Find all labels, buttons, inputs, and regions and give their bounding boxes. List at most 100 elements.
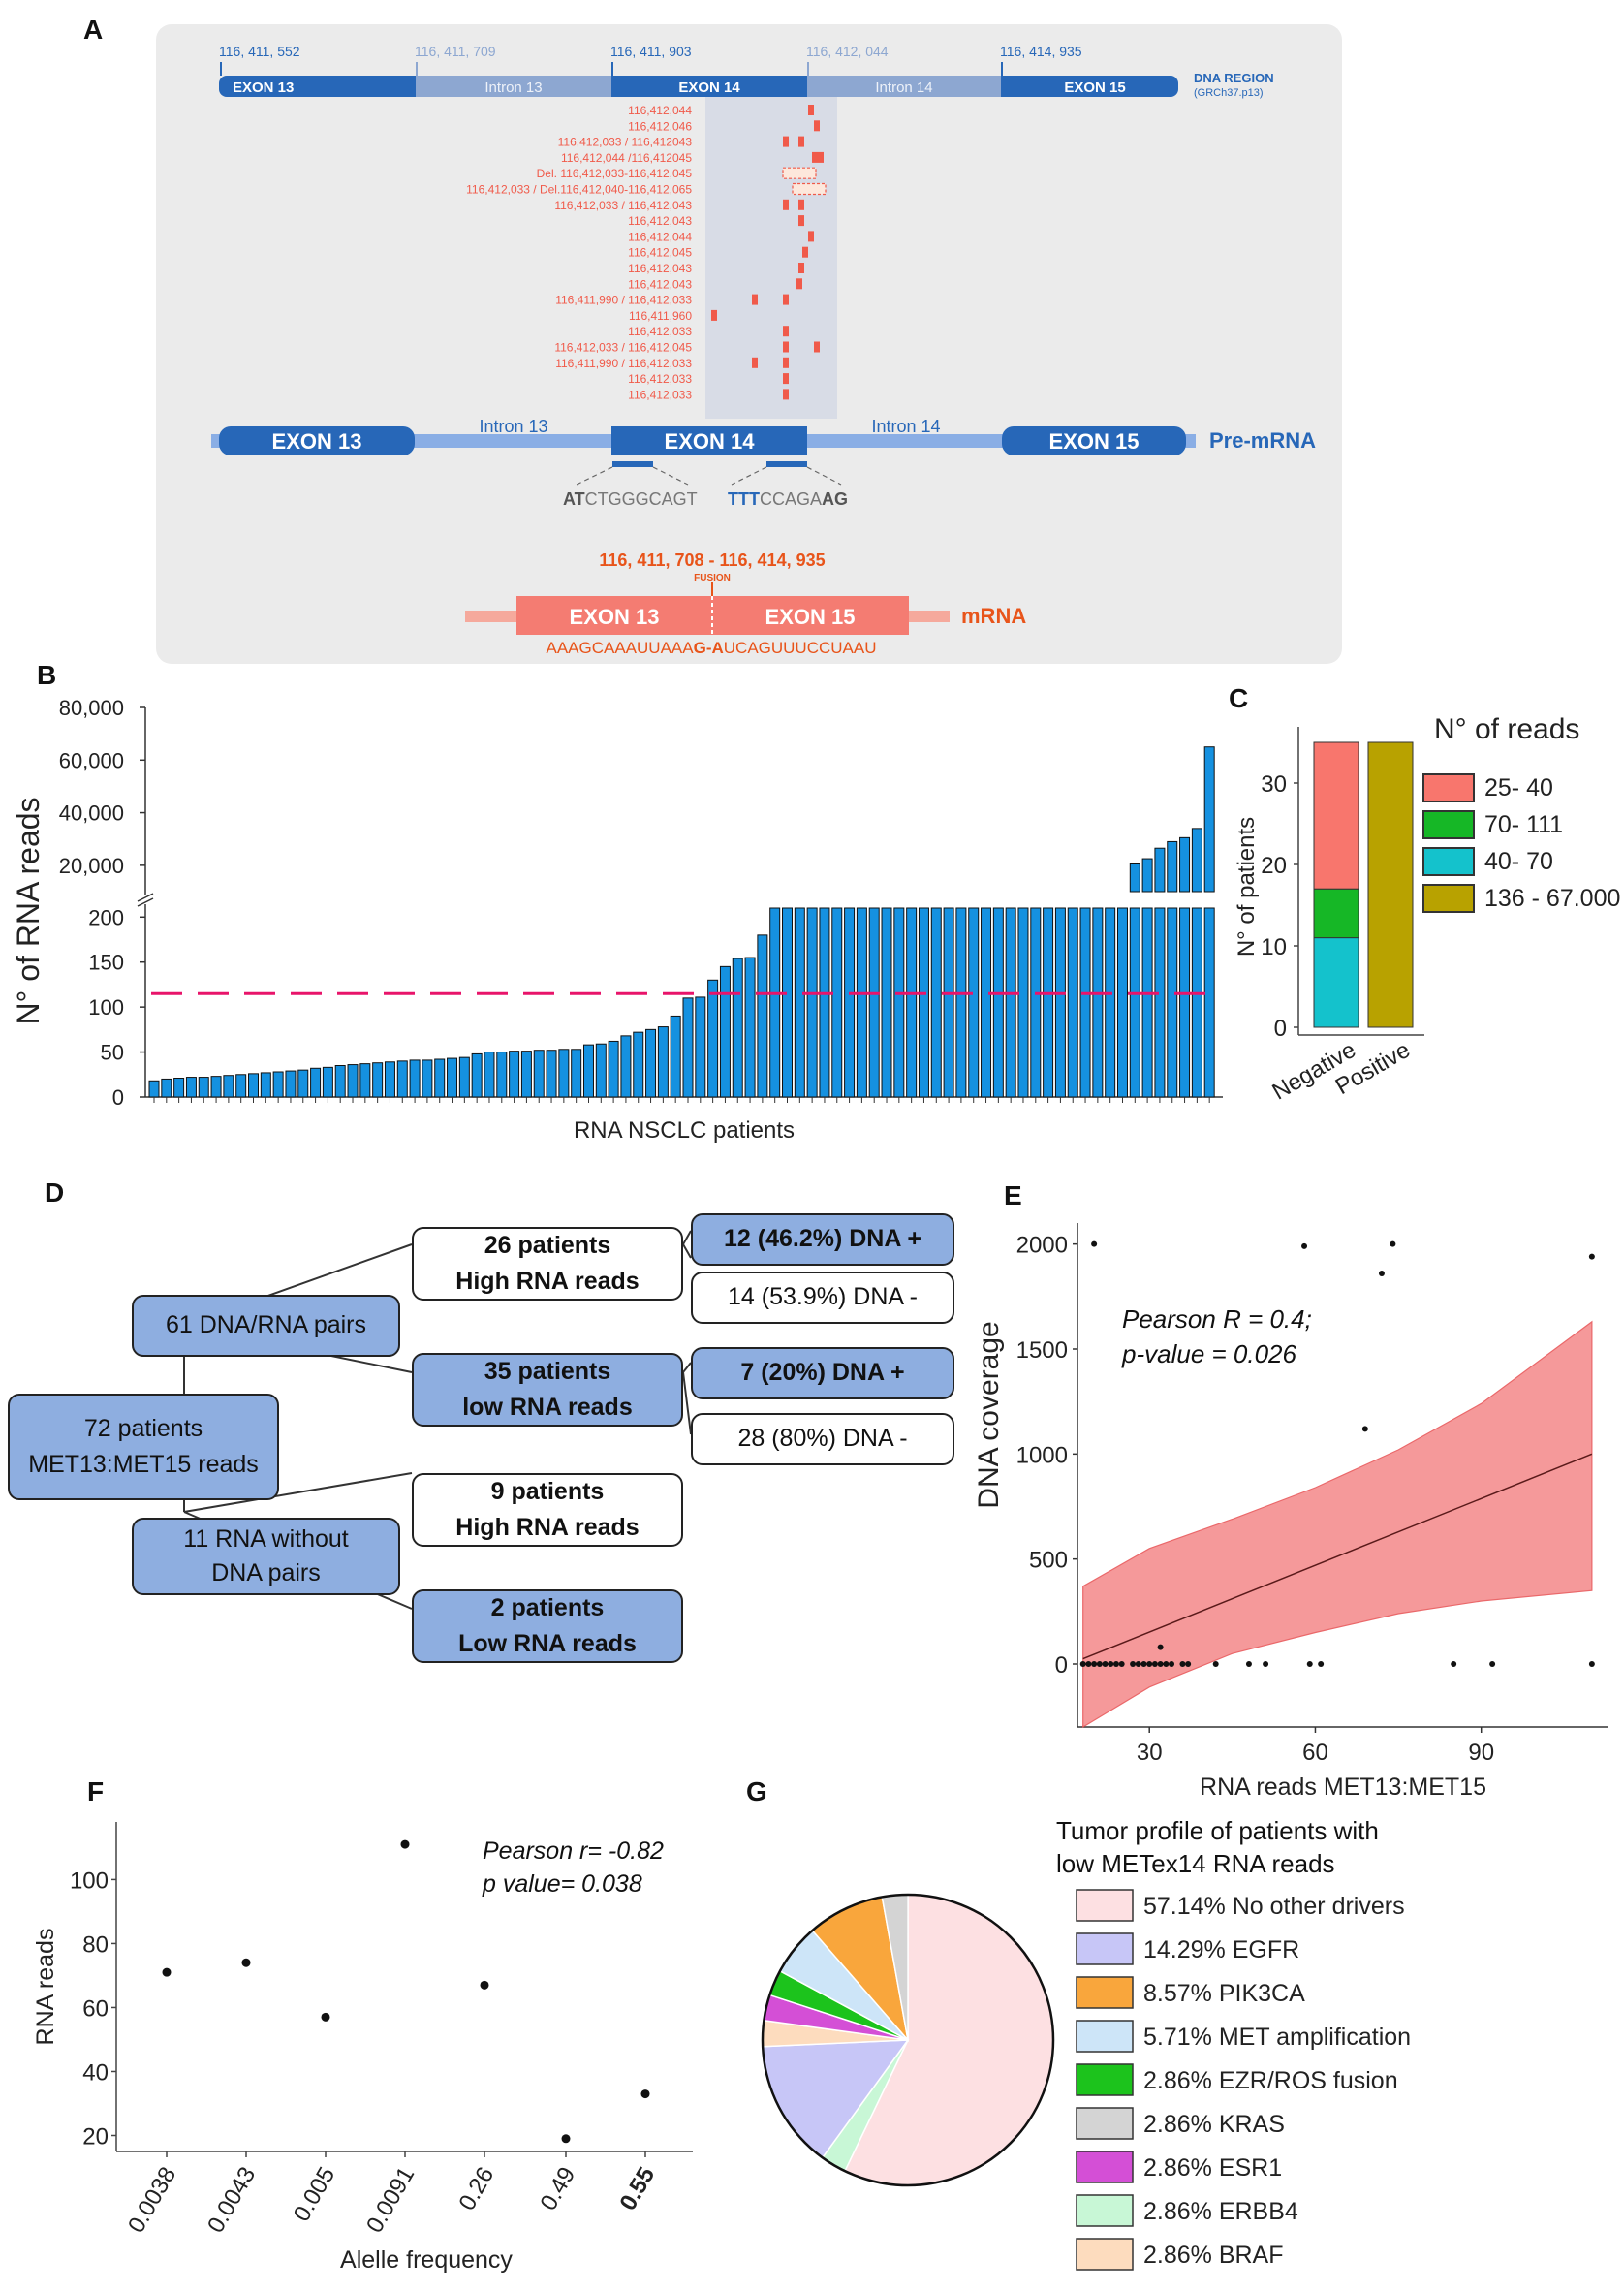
legend-c-item-4: 136 - 67.000: [1422, 882, 1620, 915]
pre-intron14-label: Intron 14: [871, 417, 940, 436]
b-bar-lower-80: [1129, 907, 1140, 1098]
g-legend-label-1: 57.14% No other drivers: [1143, 1893, 1405, 1920]
b-bar-74: [1054, 907, 1066, 1098]
variant-mark-10-1: [802, 246, 808, 258]
variant-mark-11-1: [798, 263, 804, 273]
e-point-33: [1588, 1661, 1595, 1667]
box-rna-only-line1: 11 RNA without: [183, 1525, 349, 1553]
variant-label-17: 116,411,990 / 116,412,033: [555, 357, 692, 370]
b-bar-31: [520, 1051, 532, 1098]
box-9-line1: 9 patients: [490, 1477, 605, 1505]
b-bar-63: [918, 907, 929, 1098]
b-bar-23: [422, 1059, 433, 1098]
b-bar-21: [396, 1060, 408, 1098]
b-bar-41: [645, 1028, 657, 1098]
b-bar-57: [844, 907, 856, 1098]
box-26-line2: High RNA reads: [455, 1268, 640, 1295]
b-bar-lower-81: [1141, 907, 1153, 1098]
b-ytick-label-lower-3: 150: [88, 951, 124, 975]
e-point-7: [1157, 1644, 1164, 1650]
box-26-high: 26 patients High RNA reads: [412, 1227, 683, 1301]
b-bar-48: [732, 958, 743, 1098]
variant-mark-3-1: [783, 136, 789, 147]
b-bar-9: [248, 1073, 260, 1098]
variant-label-18: 116,412,033: [628, 372, 692, 386]
variant-mark-15-1: [783, 326, 789, 337]
e-point-28: [1263, 1661, 1269, 1667]
f-ytick-label-0: 20: [82, 2123, 109, 2150]
pre-exon13-label: EXON 13: [272, 429, 362, 454]
chart-f: 20 40 60 80 100 0.0038 0.0043 0.005 0.0091 0.26 0.…: [32, 1822, 693, 2274]
box-dna-pos-7: 7 (20%) DNA +: [691, 1347, 954, 1399]
b-bar-18: [359, 1063, 371, 1098]
legend-c-swatch-3: [1422, 847, 1475, 876]
f-point-5: [480, 1980, 489, 1990]
b-bar-60: [881, 907, 892, 1098]
f-annotation-1: Pearson r= -0.82: [483, 1837, 664, 1865]
b-bar-lower-85: [1191, 907, 1202, 1098]
variant-mark-4-1: [812, 151, 818, 163]
exon14-highlight: [705, 89, 837, 419]
box-dna-neg-14-text: 14 (53.9%) DNA -: [728, 1283, 918, 1311]
coord-pins: [220, 62, 1003, 76]
g-legend-label-2: 14.29% EGFR: [1143, 1936, 1299, 1963]
b-bar-3: [173, 1078, 185, 1098]
variant-label-2: 116,412,046: [628, 119, 692, 133]
e-point-22: [1163, 1661, 1170, 1667]
b-bar-lower-82: [1154, 907, 1166, 1098]
c-ylabel: N° of patients: [1234, 817, 1260, 957]
coord-3: 116, 411, 903: [610, 44, 692, 59]
variant-mark-12-1: [796, 278, 802, 290]
b-bar-53: [794, 907, 805, 1098]
b-bar-70: [1005, 907, 1016, 1098]
e-annotation-2: p-value = 0.026: [1121, 1339, 1297, 1368]
legend-c-label-2: 70- 111: [1484, 810, 1564, 838]
g-legend-swatch-6: [1076, 2107, 1134, 2140]
e-fit-line: [1082, 1453, 1593, 1660]
legend-c-swatch-4: [1422, 884, 1475, 913]
box-2-line1: 2 patients: [490, 1593, 605, 1621]
variant-deletion-5: [782, 167, 817, 179]
c-ytick-label-0: 0: [1274, 1016, 1287, 1042]
b-bar-29: [496, 1052, 508, 1098]
b-ytick-label-lower-1: 50: [101, 1041, 124, 1065]
e-point-15: [1118, 1661, 1125, 1667]
b-bar-35: [571, 1049, 582, 1098]
e-point-14: [1112, 1661, 1119, 1667]
variant-deletion-6: [792, 182, 827, 196]
panel-d-label: D: [45, 1177, 64, 1208]
b-bar-14: [310, 1067, 322, 1098]
c-segment-0-0: [1313, 937, 1359, 1028]
dna-region-sub: (GRCh37.p13): [1194, 87, 1264, 99]
e-ytick-label-2: 1000: [1016, 1442, 1068, 1468]
variant-label-14: 116,411,960: [629, 309, 692, 323]
g-legend-label-4: 5.71% MET amplification: [1143, 2024, 1411, 2051]
b-bar-11: [272, 1071, 284, 1098]
c-ytick-label-1: 10: [1261, 934, 1287, 960]
b-bar-16: [334, 1065, 346, 1098]
b-bar-20: [384, 1061, 395, 1098]
b-bar-22: [409, 1059, 421, 1098]
f-xtick-label-2: 0.0043: [203, 2163, 261, 2238]
pre-exon14: [611, 426, 807, 455]
f-ylabel: RNA reads: [32, 1929, 59, 2046]
variant-label-3: 116,412,033 / 116,412043: [558, 136, 693, 149]
chart-g: Tumor profile of patients with low METex1…: [761, 1816, 1411, 2271]
e-ytick-label-1: 500: [1029, 1548, 1068, 1574]
f-xtick-label-4: 0.0091: [361, 2163, 420, 2238]
e-point-5: [1588, 1253, 1595, 1260]
e-xtick-label-1: 60: [1302, 1740, 1328, 1766]
b-ytick-label-upper-3: 80,000: [59, 696, 124, 720]
g-title-1: Tumor profile of patients with: [1056, 1816, 1379, 1845]
variant-mark-2-1: [814, 120, 820, 132]
g-legend-swatch-4: [1076, 2020, 1134, 2053]
b-bar-lower-84: [1179, 907, 1191, 1098]
b-bar-78: [1105, 907, 1116, 1098]
coord-4: 116, 412, 044: [806, 44, 889, 59]
variant-label-8: 116,412,043: [628, 214, 692, 228]
f-point-6: [561, 2134, 571, 2144]
e-point-2: [1301, 1242, 1308, 1249]
variant-mark-9-1: [808, 231, 814, 242]
b-bar-72: [1030, 907, 1042, 1098]
